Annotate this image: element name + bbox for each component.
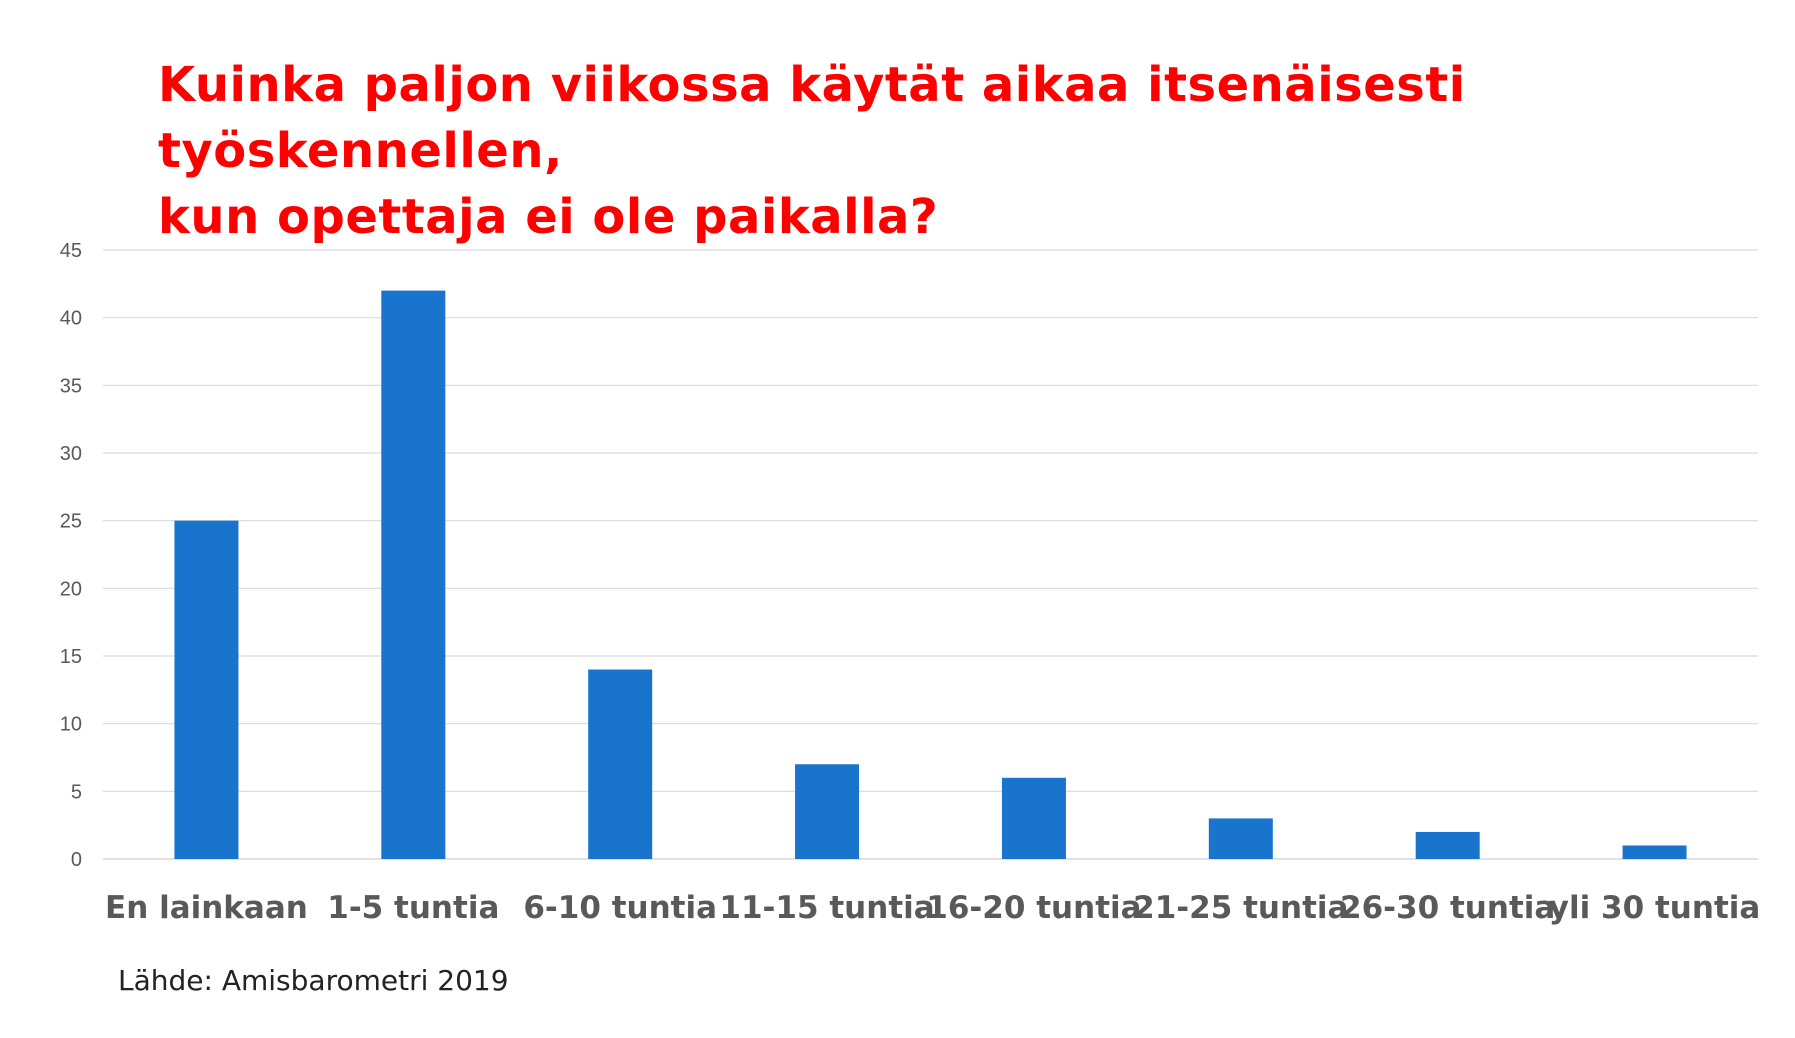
- y-tick-label: 25: [60, 511, 82, 533]
- y-tick-label: 5: [71, 781, 82, 803]
- y-tick-label: 35: [60, 375, 82, 397]
- chart-title: Kuinka paljon viikossa käytät aikaa itse…: [158, 52, 1758, 250]
- bar-8: [1622, 845, 1687, 859]
- bar-1: [174, 520, 239, 859]
- category-label: En lainkaan: [105, 890, 308, 926]
- category-label: 11-15 tuntia: [719, 890, 934, 926]
- bar-5: [1001, 777, 1066, 859]
- bar-4: [795, 764, 860, 859]
- category-label: 6-10 tuntia: [523, 890, 717, 926]
- y-tick-label: 0: [71, 849, 82, 871]
- chart-title-line-1: Kuinka paljon viikossa käytät aikaa itse…: [158, 57, 1466, 179]
- y-tick-label: 45: [60, 240, 82, 262]
- category-label: 1-5 tuntia: [327, 890, 499, 926]
- category-label: 26-30 tuntia: [1340, 890, 1555, 926]
- bar-7: [1415, 831, 1480, 859]
- category-label: 16-20 tuntia: [926, 890, 1141, 926]
- bar-2: [381, 290, 446, 860]
- category-label: 21-25 tuntia: [1133, 890, 1348, 926]
- chart-title-line-2: kun opettaja ei ole paikalla?: [158, 189, 939, 245]
- y-tick-label: 40: [60, 308, 82, 330]
- y-tick-label: 30: [60, 443, 82, 465]
- bar-3: [588, 669, 653, 859]
- source-note: Lähde: Amisbarometri 2019: [118, 964, 509, 997]
- y-tick-label: 20: [60, 578, 82, 600]
- category-label: yli 30 tuntia: [1549, 890, 1761, 926]
- bar-6: [1208, 818, 1273, 859]
- y-tick-label: 10: [60, 714, 82, 736]
- y-tick-label: 15: [60, 646, 82, 668]
